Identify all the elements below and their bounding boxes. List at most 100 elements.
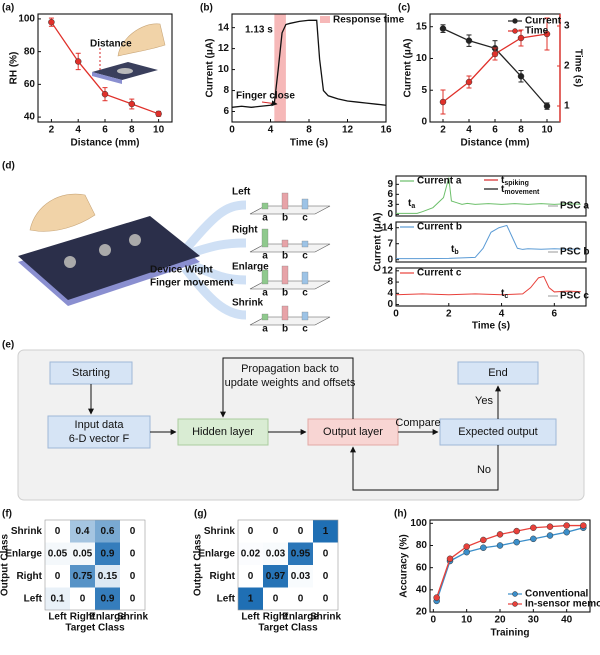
y-tick-label: Enlarge — [198, 548, 235, 559]
heatmap-cell — [70, 520, 95, 543]
electrode-bar — [261, 228, 269, 248]
y-tick-label: 60 — [416, 562, 428, 573]
y-tick-label: 20 — [416, 607, 428, 618]
cell-value: 0 — [298, 526, 304, 537]
x-tick-label: Shrink — [117, 612, 149, 623]
x-tick-label: 0 — [229, 125, 235, 136]
heatmap-cell — [263, 587, 288, 610]
legend-marker — [512, 591, 518, 597]
electrode-bar — [261, 313, 269, 321]
cell-value: 0 — [248, 571, 254, 582]
electrode-label: c — [302, 288, 308, 299]
heatmap-cell — [313, 520, 338, 543]
x-axis-label: Distance (mm) — [71, 138, 140, 149]
x-tick-label: 20 — [494, 615, 506, 626]
x-tick-label: Right — [70, 612, 96, 623]
y-tick-label: 6 — [387, 189, 393, 200]
heatmap-cell — [45, 520, 70, 543]
electrode-label: c — [302, 213, 308, 224]
x-tick-label: 4 — [75, 125, 81, 136]
cell-value: 0.03 — [291, 571, 311, 582]
legend-marker — [512, 18, 518, 24]
series-line — [436, 527, 584, 602]
y-axis-label: Accuracy (%) — [399, 534, 410, 597]
electrode-bar — [301, 311, 309, 321]
gesture-label: Shrink — [232, 298, 264, 309]
heatmap-cell — [288, 520, 313, 543]
cell-value: 1 — [248, 593, 254, 604]
y2-tick-label: 3 — [564, 21, 570, 32]
subscript-label: tb — [451, 244, 459, 257]
x-tick-label: 10 — [153, 125, 165, 136]
data-point — [101, 90, 109, 98]
electrode-label: b — [282, 288, 288, 299]
y-tick-label: 12 — [382, 265, 394, 276]
y2-axis-label: Time (s) — [572, 49, 583, 87]
annotation-arrow — [261, 100, 278, 107]
y-tick-label: Left — [24, 593, 43, 604]
legend-marker — [512, 28, 518, 34]
y-tick-label: 40 — [416, 584, 428, 595]
panel-label: (h) — [394, 509, 407, 520]
y-tick-label: 80 — [416, 540, 428, 551]
y-tick-label: 0 — [421, 117, 427, 128]
legend-label: Current a — [417, 176, 462, 187]
y-tick-label: 14 — [382, 222, 394, 233]
y-tick-label: 80 — [24, 46, 36, 57]
heatmap-cell — [95, 565, 120, 588]
data-point — [546, 523, 554, 530]
y-tick-label: 10 — [218, 64, 230, 75]
cell-value: 0.9 — [101, 593, 115, 604]
data-point — [496, 531, 504, 538]
cell-value: 0 — [80, 593, 86, 604]
electrode-bar — [281, 305, 289, 321]
panel-label: (d) — [2, 161, 15, 172]
heatmap-cell — [263, 565, 288, 588]
data-point — [546, 532, 554, 539]
legend-label: Current b — [417, 222, 462, 233]
x-tick-label: 6 — [492, 125, 498, 136]
heatmap-cell — [70, 542, 95, 565]
data-point — [580, 522, 587, 529]
panel-label: (e) — [2, 340, 14, 351]
x-tick-label: 2 — [49, 125, 55, 136]
y-tick-label: 3 — [387, 199, 393, 210]
legend-label: Response time — [333, 15, 405, 26]
heatmap-cell — [263, 520, 288, 543]
gesture-plate — [249, 280, 331, 290]
illustration-label: Device Wight — [150, 265, 213, 276]
x-tick-label: 8 — [129, 125, 135, 136]
data-point — [463, 543, 470, 550]
data-point — [513, 527, 520, 535]
electrode-label: b — [282, 251, 288, 262]
heatmap-cell — [45, 542, 70, 565]
y-tick-label: 4 — [387, 288, 393, 299]
edge-label: No — [477, 464, 491, 476]
panel-label: (b) — [200, 3, 213, 14]
edge-label: Propagation back to — [241, 363, 339, 375]
x-axis-label: Time (s) — [290, 138, 328, 149]
x-tick-label: 0 — [393, 309, 399, 320]
heatmap-cell — [288, 587, 313, 610]
heatmap-cell — [313, 565, 338, 588]
cell-value: 0.95 — [291, 548, 311, 559]
x-axis-label: Time (s) — [472, 321, 510, 332]
heatmap-cell — [238, 587, 263, 610]
label-main: t — [501, 184, 505, 195]
y-tick-label: 5 — [421, 85, 427, 96]
cell-value: 0.02 — [241, 548, 261, 559]
y-tick-label: 9 — [387, 179, 393, 190]
gesture-plate — [249, 316, 331, 326]
data-point — [128, 100, 136, 108]
subscript-label: ta — [408, 198, 415, 211]
x-tick-label: 4 — [268, 125, 274, 136]
heatmap-cell — [70, 565, 95, 588]
heatmap-cell — [45, 587, 70, 610]
x-tick-label: 40 — [561, 615, 573, 626]
x-tick-label: 8 — [306, 125, 312, 136]
label-sub: c — [504, 293, 508, 300]
data-point — [463, 548, 470, 556]
electrode-bar — [301, 240, 309, 248]
data-point — [465, 37, 473, 44]
